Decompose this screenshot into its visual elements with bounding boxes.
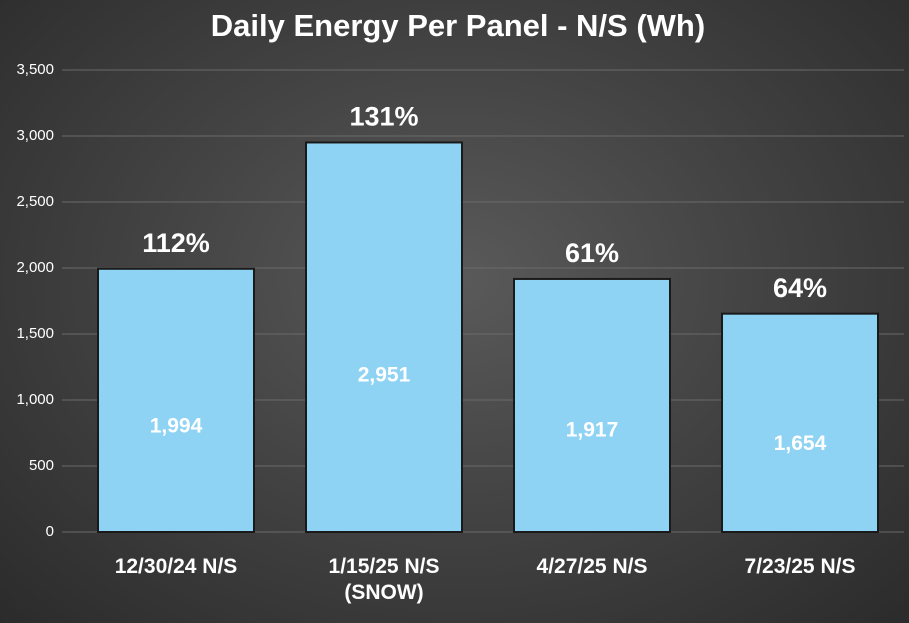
- bar: [721, 312, 879, 533]
- chart-title: Daily Energy Per Panel - N/S (Wh): [211, 8, 705, 43]
- x-tick-label: 1/15/25 N/S (SNOW): [328, 555, 440, 604]
- y-tick-label: 2,000: [16, 259, 54, 276]
- value-label: 1,994: [150, 414, 203, 437]
- x-tick-label: 4/27/25 N/S: [536, 555, 648, 578]
- y-tick-label: 3,000: [16, 127, 54, 144]
- y-tick-label: 2,500: [16, 193, 54, 210]
- bar: [513, 277, 671, 533]
- annotation: 61%: [565, 238, 619, 268]
- y-tick-label: 500: [29, 457, 54, 474]
- y-tick-label: 1,000: [16, 391, 54, 408]
- annotation: 64%: [773, 273, 827, 303]
- x-tick-label: 7/23/25 N/S: [744, 555, 856, 578]
- annotation: 131%: [349, 102, 418, 132]
- y-tick-label: 1,500: [16, 325, 54, 342]
- annotation: 112%: [142, 228, 210, 258]
- x-tick-label: 12/30/24 N/S: [114, 555, 238, 578]
- value-label: 2,951: [358, 364, 411, 387]
- y-tick-label: 0: [46, 523, 54, 540]
- value-label: 1,917: [566, 418, 619, 441]
- y-tick-label: 3,500: [16, 61, 54, 78]
- value-label: 1,654: [774, 432, 827, 455]
- bar: [305, 141, 463, 534]
- bar: [97, 267, 255, 533]
